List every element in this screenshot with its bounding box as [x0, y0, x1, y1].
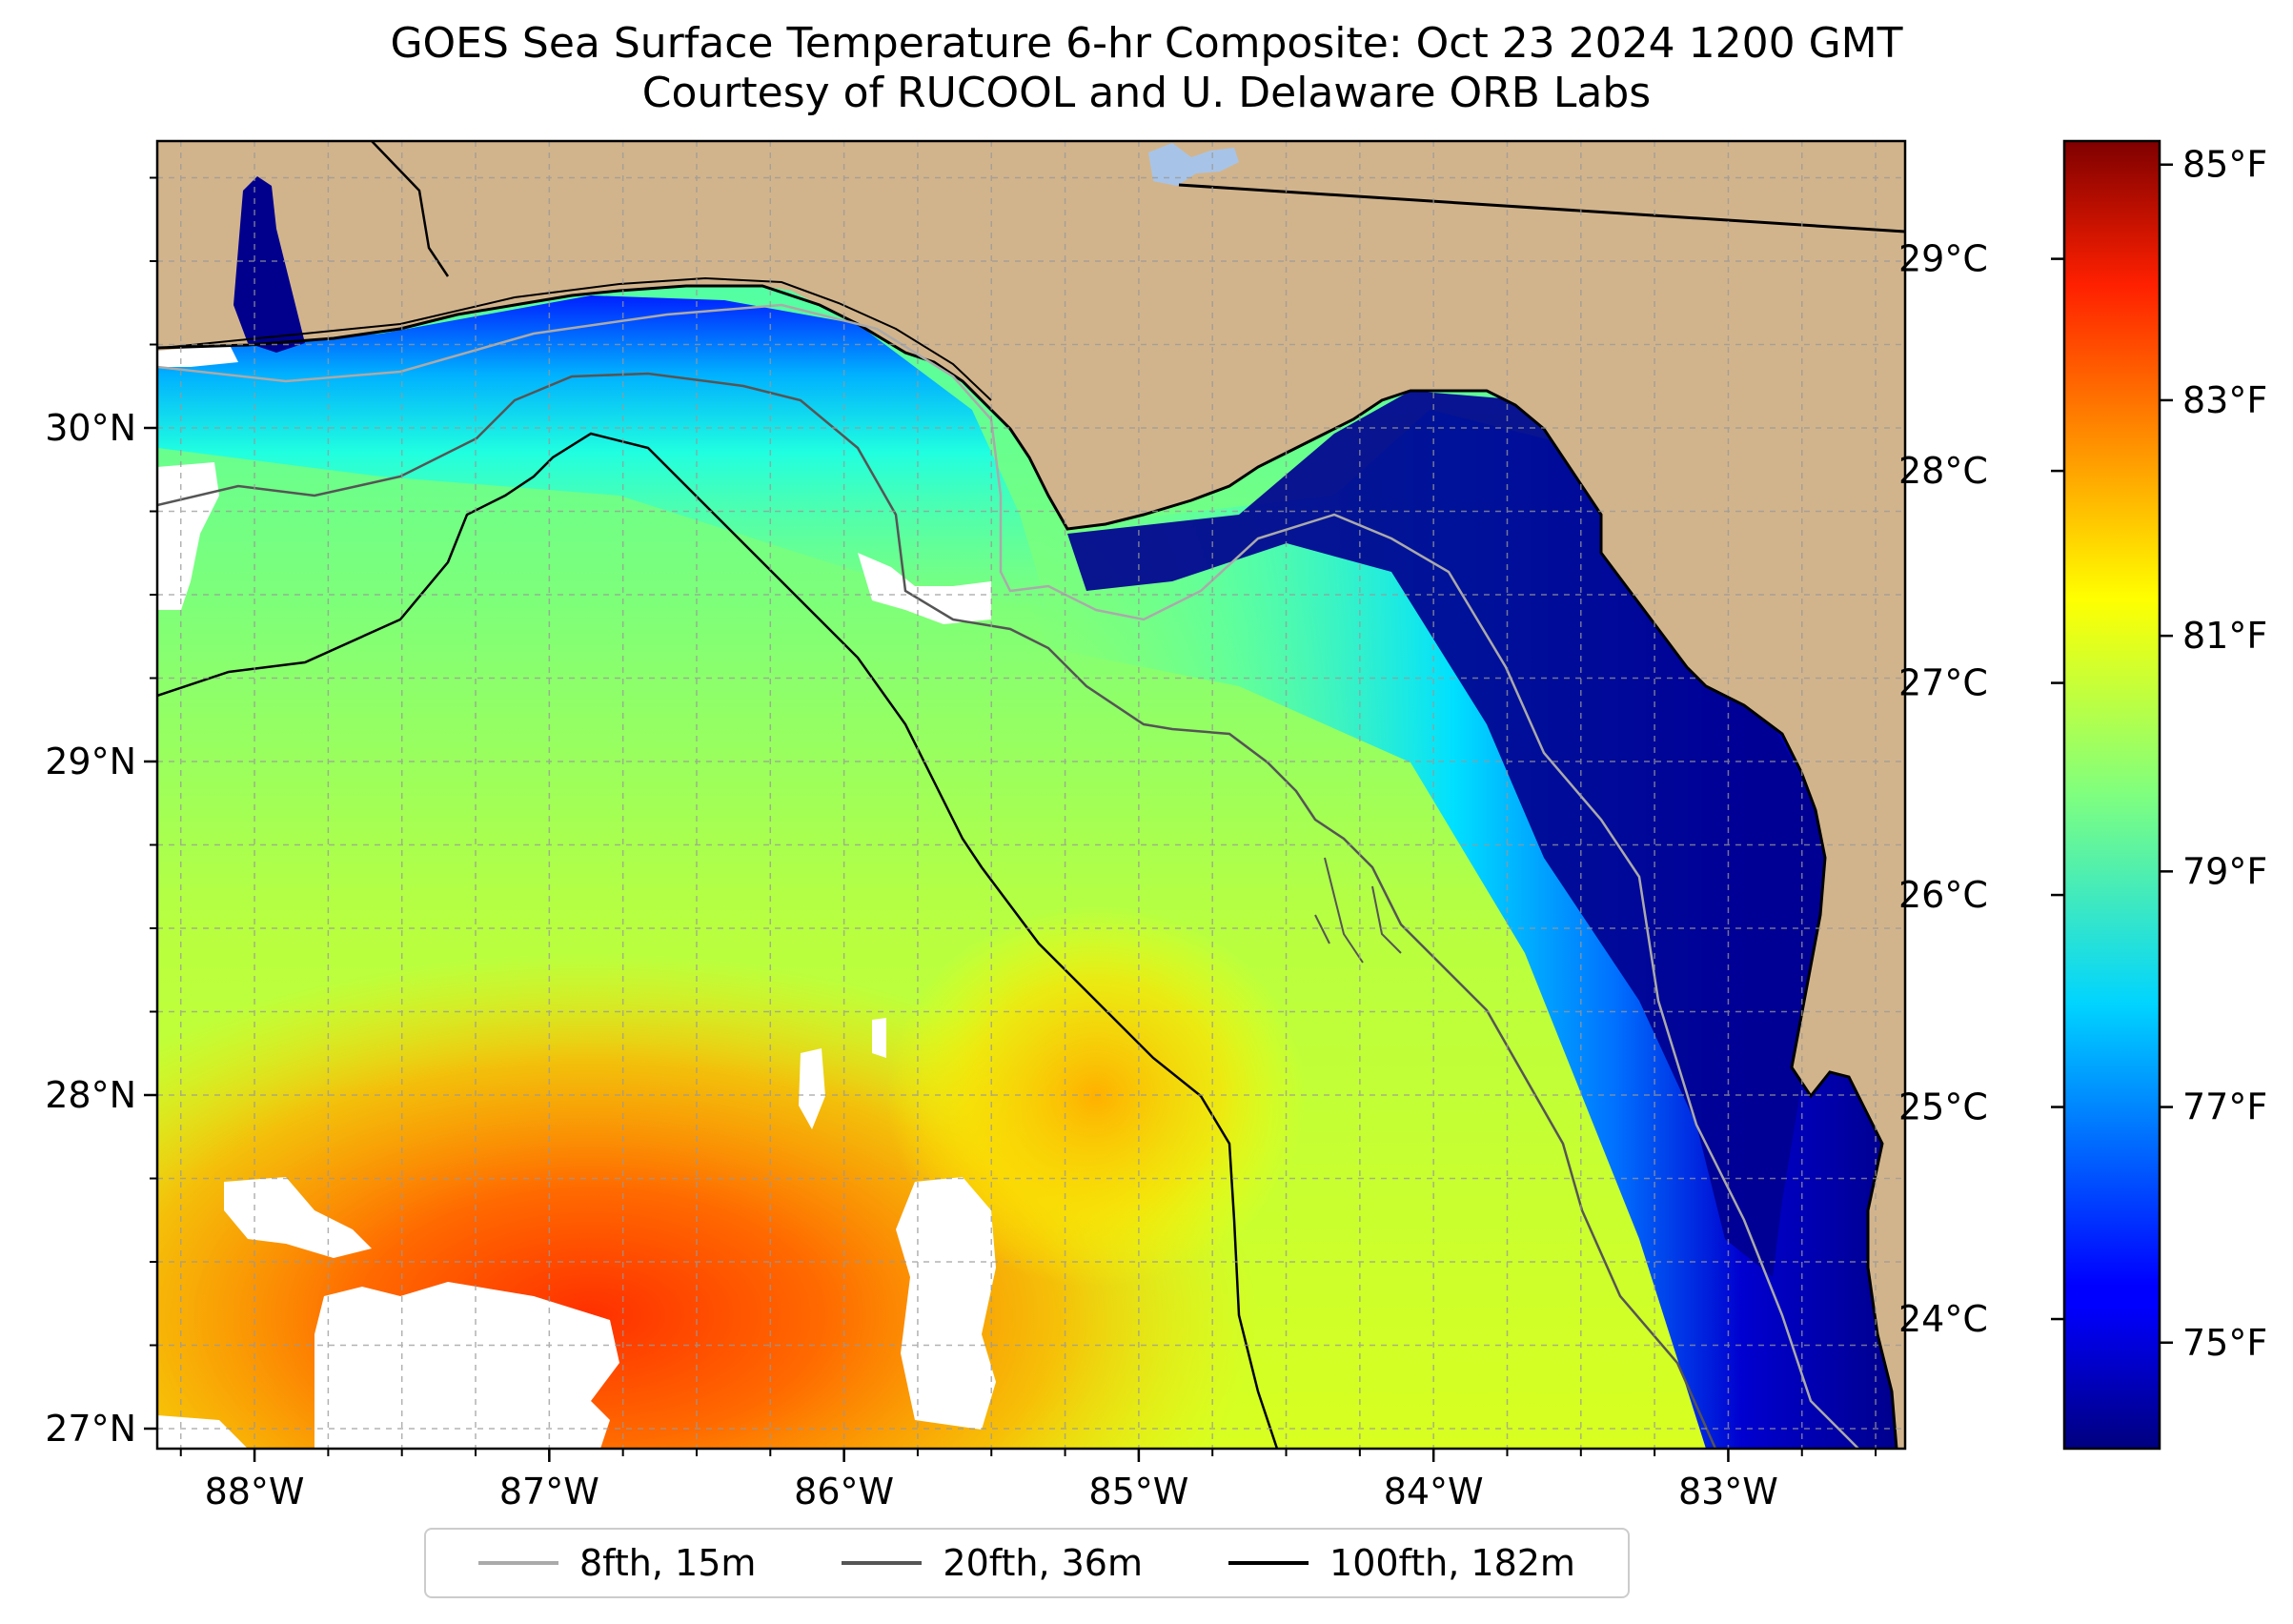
colorbar-frame — [2062, 139, 2161, 1451]
title-line-2: Courtesy of RUCOOL and U. Delaware ORB L… — [641, 69, 1652, 117]
island-contours — [1314, 857, 1402, 964]
legend-item-100fth: 100fth, 182m — [1228, 1542, 1575, 1584]
map-frame — [155, 139, 1907, 1451]
nodata-patches — [157, 286, 996, 1449]
legend-item-20fth: 20fth, 36m — [842, 1542, 1143, 1584]
legend-item-8fth: 8fth, 15m — [478, 1542, 756, 1584]
legend-swatch-8fth — [478, 1561, 558, 1565]
lon-tick-label: 83°W — [1678, 1471, 1778, 1512]
contour-20fth — [157, 372, 1717, 1449]
legend-swatch-20fth — [842, 1561, 923, 1565]
colorbar — [2064, 141, 2160, 1449]
lon-tick-label: 84°W — [1384, 1471, 1484, 1512]
fahrenheit-tick-label: 83°F — [2182, 379, 2267, 421]
inland-lake — [1148, 143, 1239, 186]
fahrenheit-tick-label: 81°F — [2182, 615, 2267, 657]
barrier-islands — [161, 276, 992, 401]
fahrenheit-tick-label: 79°F — [2182, 850, 2267, 892]
land-mass — [157, 141, 1905, 1449]
latitude-axis: 27°N 28°N 29°N 30°N — [45, 176, 157, 1450]
celsius-tick-label: 24°C — [1898, 1298, 1988, 1340]
contour-100fth — [157, 432, 1279, 1449]
legend: 8fth, 15m 20fth, 36m 100fth, 182m — [424, 1528, 1630, 1598]
river — [371, 141, 450, 277]
fahrenheit-tick-label: 77°F — [2182, 1086, 2267, 1128]
legend-label-8fth: 8fth, 15m — [579, 1542, 757, 1584]
celsius-tick-label: 28°C — [1898, 450, 1988, 492]
legend-swatch-100fth — [1228, 1561, 1309, 1565]
lon-tick-label: 85°W — [1088, 1471, 1188, 1512]
lon-tick-label: 87°W — [499, 1471, 599, 1512]
legend-label-20fth: 20fth, 36m — [943, 1542, 1143, 1584]
gridlines — [157, 141, 1905, 1449]
celsius-tick-label: 29°C — [1898, 238, 1988, 280]
state-border — [1178, 183, 1905, 233]
lat-tick-label: 28°N — [45, 1074, 136, 1116]
celsius-tick-label: 26°C — [1898, 874, 1988, 916]
lat-tick-label: 29°N — [45, 741, 136, 782]
celsius-tick-label: 27°C — [1898, 662, 1988, 704]
colorbar-fahrenheit-axis: 75°F 77°F 79°F 81°F 83°F 85°F — [2160, 144, 2267, 1364]
legend-label-100fth: 100fth, 182m — [1329, 1542, 1575, 1584]
lat-tick-label: 30°N — [45, 407, 136, 449]
lat-tick-label: 27°N — [45, 1408, 136, 1450]
contour-8fth — [157, 303, 1859, 1449]
lon-tick-label: 88°W — [205, 1471, 305, 1512]
bay-water — [233, 176, 305, 353]
coastline — [157, 284, 1898, 1449]
map-title: GOES Sea Surface Temperature 6-hr Compos… — [0, 19, 2293, 118]
longitude-axis: 88°W 87°W 86°W 85°W 84°W 83°W — [179, 1449, 1877, 1512]
map-area — [157, 141, 1905, 1449]
fahrenheit-tick-label: 85°F — [2182, 144, 2267, 186]
lon-tick-label: 86°W — [794, 1471, 894, 1512]
colorbar-celsius-axis: 24°C 25°C 26°C 27°C 28°C 29°C — [1898, 238, 2064, 1340]
fahrenheit-tick-label: 75°F — [2182, 1322, 2267, 1364]
celsius-tick-label: 25°C — [1898, 1086, 1988, 1128]
title-line-1: GOES Sea Surface Temperature 6-hr Compos… — [390, 19, 1903, 68]
